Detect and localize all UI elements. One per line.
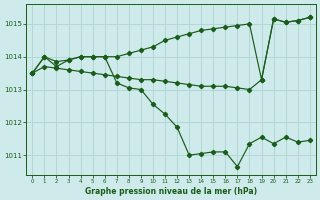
- X-axis label: Graphe pression niveau de la mer (hPa): Graphe pression niveau de la mer (hPa): [85, 187, 257, 196]
